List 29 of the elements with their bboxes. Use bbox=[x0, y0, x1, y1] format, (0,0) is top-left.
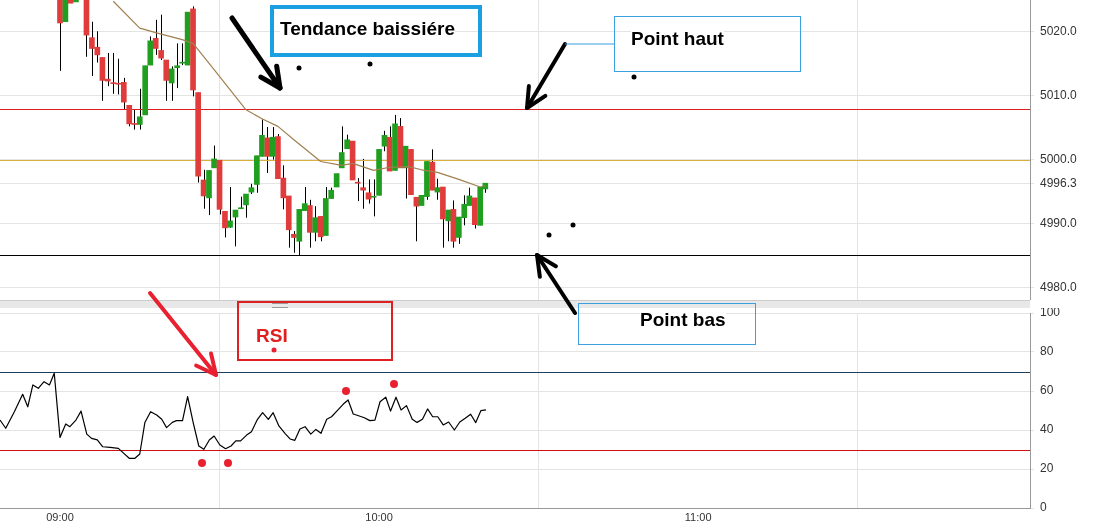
y-tick-label: 40 bbox=[1040, 422, 1054, 437]
x-tick-label: 11:00 bbox=[684, 510, 712, 523]
y-tick-label: 100 bbox=[1040, 305, 1061, 320]
candlestick bbox=[57, 0, 63, 72]
annotation: Tendance baissiére bbox=[280, 18, 455, 40]
candlestick bbox=[291, 230, 297, 254]
candlestick bbox=[62, 0, 69, 23]
annotation: RSI bbox=[256, 325, 288, 347]
y-tick-label: 5010.0 bbox=[1040, 88, 1078, 103]
y-tick-label: 60 bbox=[1040, 383, 1054, 398]
candlestick bbox=[312, 205, 319, 242]
candlestick bbox=[222, 210, 228, 238]
y-tick-label: 20 bbox=[1040, 461, 1054, 476]
y-tick-label: 5000.0 bbox=[1040, 151, 1078, 166]
y-tick-label: 80 bbox=[1040, 344, 1054, 359]
annotation: Point bas bbox=[640, 309, 726, 331]
annotation: Point haut bbox=[631, 28, 724, 50]
y-tick-label: 4996.3 bbox=[1040, 175, 1078, 190]
y-tick-label: 4980.0 bbox=[1040, 279, 1078, 294]
candlestick bbox=[227, 186, 233, 229]
candlestick bbox=[211, 145, 217, 169]
y-tick-label: 0 bbox=[1040, 500, 1047, 515]
candlestick bbox=[381, 130, 388, 152]
candlestick bbox=[413, 196, 420, 242]
x-tick-label: 10:00 bbox=[365, 510, 393, 523]
y-tick-label: 4990.0 bbox=[1040, 215, 1078, 230]
x-tick-label: 09:00 bbox=[46, 510, 74, 523]
y-tick-label: 5020.0 bbox=[1040, 24, 1078, 39]
candlestick bbox=[163, 59, 170, 102]
